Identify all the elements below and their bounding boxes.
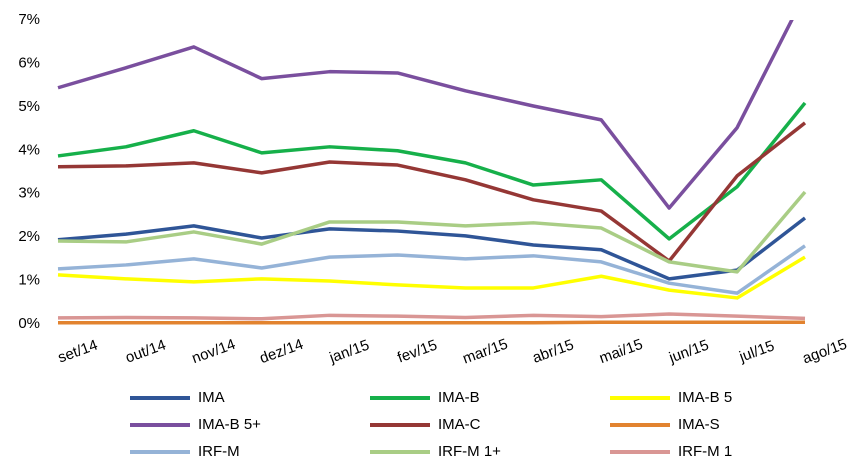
x-tick-label: out/14 — [123, 336, 168, 366]
legend-label: IRF-M — [198, 443, 240, 460]
x-tick-label: jun/15 — [666, 337, 711, 367]
y-tick-label: 6% — [18, 54, 40, 71]
x-tick-label: abr/15 — [530, 336, 576, 367]
series-line — [57, 255, 806, 300]
x-tick-label: mar/15 — [460, 336, 510, 368]
x-tick-label: set/14 — [56, 337, 100, 367]
x-tick-label: ago/15 — [800, 336, 849, 368]
legend-label: IMA-B 5 — [678, 389, 732, 406]
x-tick-label: dez/14 — [257, 336, 305, 367]
x-tick-label: jul/15 — [736, 337, 776, 366]
series-line — [57, 216, 807, 281]
series-line — [57, 101, 807, 241]
x-tick-label: nov/14 — [190, 336, 238, 367]
series-line — [57, 20, 794, 210]
legend-label: IMA-C — [438, 416, 481, 433]
series-line — [57, 312, 806, 321]
x-tick-label: jan/15 — [326, 337, 371, 367]
x-tick-label: mai/15 — [597, 336, 645, 367]
plot-area — [57, 20, 807, 325]
legend-label: IMA-S — [678, 416, 720, 433]
series-line — [57, 244, 807, 295]
series-line — [57, 190, 807, 274]
series-line — [57, 121, 807, 263]
y-tick-label: 1% — [18, 272, 40, 289]
legend-label: IMA — [198, 389, 225, 406]
y-tick-label: 7% — [18, 11, 40, 28]
legend-label: IMA-B 5+ — [198, 416, 261, 433]
y-tick-label: 5% — [18, 98, 40, 115]
y-tick-label: 2% — [18, 228, 40, 245]
y-tick-label: 0% — [18, 315, 40, 332]
y-tick-label: 4% — [18, 141, 40, 158]
legend-label: IRF-M 1+ — [438, 443, 501, 460]
legend-label: IMA-B — [438, 389, 480, 406]
y-tick-label: 3% — [18, 185, 40, 202]
x-tick-label: fev/15 — [395, 337, 439, 367]
legend-label: IRF-M 1 — [678, 443, 732, 460]
